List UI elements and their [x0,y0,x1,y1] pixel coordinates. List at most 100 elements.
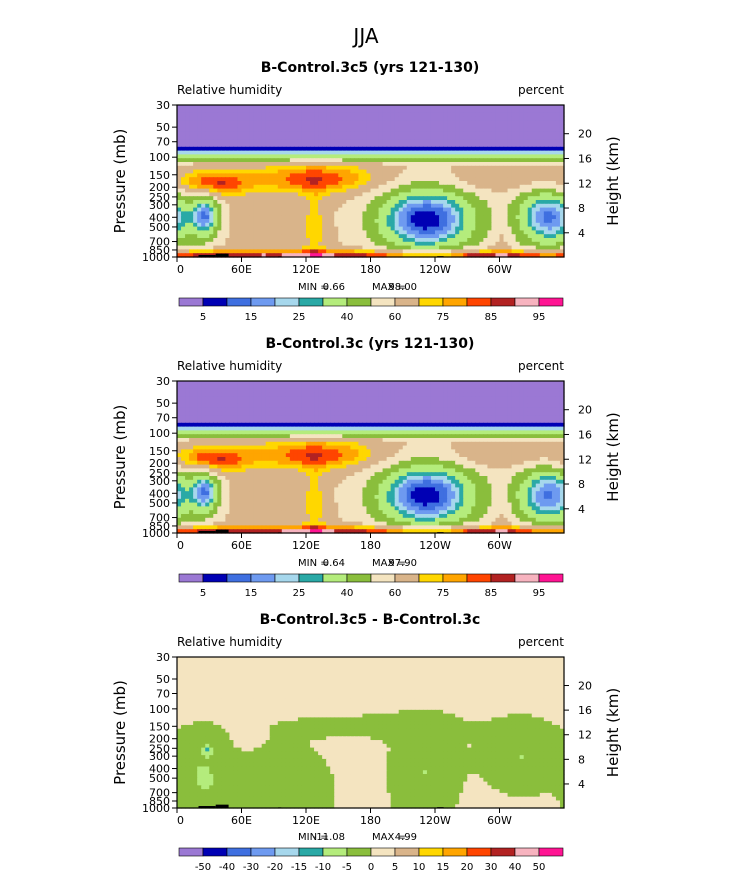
field-cell [410,200,416,205]
field-cell [346,226,351,231]
field-cell [491,108,497,114]
field-cell [318,234,323,239]
field-cell [293,177,299,182]
field-cell [374,419,380,424]
field-cell [491,135,497,140]
field-cell [487,253,493,258]
field-cell [467,411,472,416]
field-cell [443,154,448,159]
field-cell [555,253,561,258]
field-cell [547,150,553,155]
field-cell [185,207,190,212]
field-cell [314,165,319,171]
field-cell [414,124,420,129]
field-cell [310,238,315,243]
field-cell [338,173,343,178]
field-cell [475,226,480,231]
field-cell [233,245,239,250]
field-cell [447,253,452,258]
field-cell [410,124,416,129]
field-cell [559,238,565,243]
field-cell [471,241,476,247]
field-cell [459,234,464,239]
field-cell [378,177,384,182]
field-cell [197,124,202,129]
field-cell [297,203,303,209]
field-cell [293,131,299,136]
field-cell [185,120,190,125]
field-cell [253,196,259,201]
field-cell [330,120,335,125]
field-cell [435,184,440,190]
field-cell [237,105,243,110]
field-cell [499,411,505,416]
field-cell [539,203,545,209]
field-cell [511,234,517,239]
field-cell [527,241,533,247]
field-cell [547,135,553,140]
field-cell [386,234,392,239]
field-cell [241,419,247,424]
field-cell [374,407,380,412]
field-cell [491,253,497,258]
field-cell [422,419,428,424]
field-cell [241,181,247,186]
field-cell [386,241,392,247]
field-cell [358,388,364,393]
field-cell [374,120,380,125]
field-cell [503,226,509,231]
field-cell [374,173,380,178]
field-cell [221,165,226,171]
field-cell [233,158,239,163]
field-cell [213,388,218,393]
field-cell [402,131,408,136]
field-cell [229,177,235,182]
field-cell [519,169,525,174]
field-cell [285,124,291,129]
field-cell [499,388,505,393]
field-cell [378,407,384,412]
field-cell [229,400,235,405]
field-cell [310,158,315,163]
field-cell [293,388,299,393]
colorbar-swatch [538,297,564,307]
field-cell [330,384,335,390]
field-cell [426,215,432,220]
field-cell [346,396,351,401]
field-cell [439,169,444,174]
field-cell [491,146,497,152]
field-cell [455,249,460,254]
field-cell [197,127,202,133]
field-cell [221,196,226,201]
field-cell [463,388,468,393]
field-cell [301,222,307,228]
field-cell [503,381,509,386]
field-cell [459,146,464,152]
field-cell [435,249,440,254]
field-cell [213,158,218,163]
field-cell [293,222,299,228]
field-cell [281,150,287,155]
field-cell [189,230,194,235]
field-cell [370,215,376,220]
field-cell [326,139,331,144]
field-cell [193,388,198,393]
field-cell [245,230,251,235]
field-cell [378,146,384,152]
field-cell [386,253,392,258]
field-cell [193,400,198,405]
field-cell [289,215,295,220]
field-cell [277,211,283,216]
field-cell [471,238,476,243]
field-cell [459,226,464,231]
field-cell [435,120,440,125]
field-cell [475,419,480,424]
field-cell [414,120,420,125]
field-cell [189,188,194,193]
field-cell [201,177,206,182]
field-cell [257,249,263,254]
field-cell [177,143,182,148]
field-cell [277,219,283,224]
field-cell [217,165,222,171]
field-cell [350,150,355,155]
